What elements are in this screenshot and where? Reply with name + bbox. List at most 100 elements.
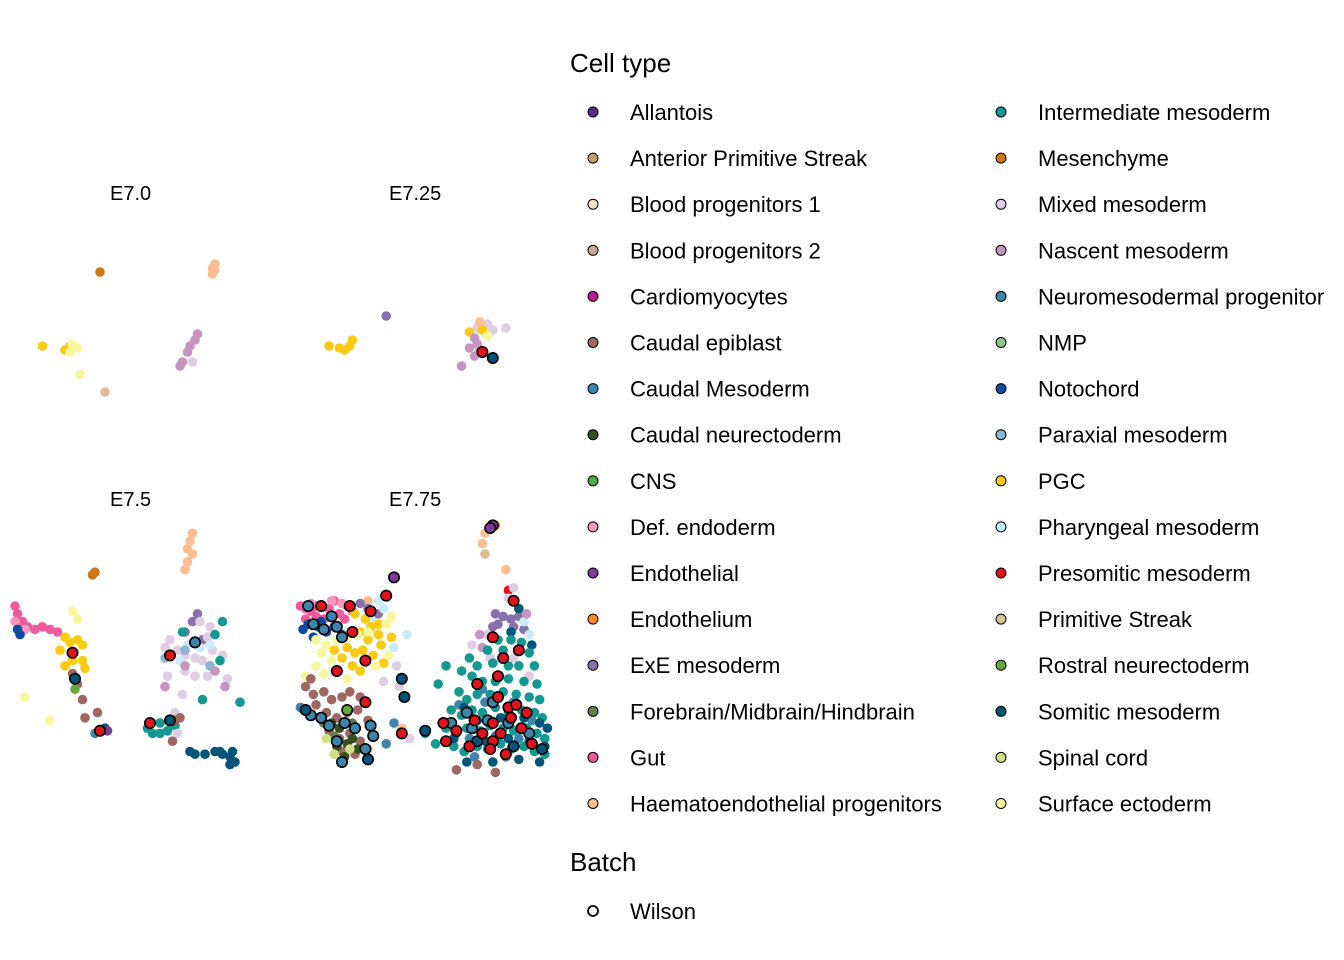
legend-label: Wilson bbox=[630, 899, 696, 924]
legend-label: Rostral neurectoderm bbox=[1038, 653, 1250, 678]
data-point-somitic-mesoderm bbox=[542, 723, 553, 733]
data-point-presomitic-mesoderm bbox=[486, 631, 499, 644]
data-point-surface-ectoderm bbox=[65, 347, 75, 357]
data-point-pgc bbox=[77, 655, 88, 666]
data-point-surface-ectoderm bbox=[45, 715, 55, 726]
legend-item-paraxial-mesoderm: Paraxial mesoderm bbox=[995, 423, 1228, 448]
data-point-somitic-mesoderm bbox=[395, 672, 408, 685]
data-point-neuromesodermal-progenitor bbox=[325, 610, 338, 623]
data-point-surface-ectoderm bbox=[363, 627, 373, 637]
legend-items-cell-type: Allantois Anterior Primitive Streak Blood … bbox=[587, 100, 1324, 817]
data-point-haematoendothelial-progenitors bbox=[182, 557, 193, 567]
legend-item-haematoendothelial-progenitors: Haematoendothelial progenitors bbox=[587, 792, 942, 817]
data-point-somitic-mesoderm bbox=[398, 690, 411, 703]
data-point-mesenchyme bbox=[95, 267, 105, 277]
data-point-gut bbox=[30, 624, 40, 635]
data-point-surface-ectoderm bbox=[72, 614, 83, 624]
data-point-exe-mesoderm bbox=[192, 609, 203, 619]
data-point-presomitic-mesoderm bbox=[484, 742, 497, 755]
data-point-haematoendothelial-progenitors bbox=[477, 538, 488, 549]
data-point-def-endoderm bbox=[10, 616, 20, 627]
data-point-haematoendothelial-progenitors bbox=[475, 317, 485, 327]
legend-key-mixed-mesoderm bbox=[995, 198, 1007, 210]
panel-e7-0: E7.0 bbox=[37, 183, 220, 397]
data-point-neuromesodermal-progenitor bbox=[302, 599, 315, 612]
legend-title-cell-type: Cell type bbox=[570, 48, 671, 78]
data-point-intermediate-mesoderm bbox=[235, 697, 245, 707]
data-point-presomitic-mesoderm bbox=[364, 605, 377, 618]
legend-key-haematoendothelial-progenitors bbox=[587, 798, 599, 809]
legend-key-primitive-streak bbox=[995, 613, 1007, 625]
panel-title: E7.5 bbox=[110, 489, 151, 511]
data-point-intermediate-mesoderm bbox=[506, 635, 516, 645]
legend-key-nascent-mesoderm bbox=[995, 244, 1007, 256]
legend-item-somitic-mesoderm: Somitic mesoderm bbox=[995, 699, 1220, 724]
legend-key-batch bbox=[587, 905, 599, 917]
data-point-intermediate-mesoderm bbox=[540, 733, 550, 744]
data-point-nascent-mesoderm bbox=[220, 681, 230, 692]
data-point-surface-ectoderm bbox=[321, 640, 332, 650]
data-point-presomitic-mesoderm bbox=[343, 599, 356, 612]
data-point-intermediate-mesoderm bbox=[477, 707, 488, 718]
legend-label: Blood progenitors 2 bbox=[630, 238, 821, 263]
legend-item-forebrain-midbrain-hindbrain: Forebrain/Midbrain/Hindbrain bbox=[587, 699, 915, 724]
data-point-pgc bbox=[347, 335, 358, 345]
legend-key-rostral-neurectoderm bbox=[995, 659, 1007, 671]
data-point-pgc bbox=[324, 341, 334, 351]
data-point-pgc bbox=[376, 640, 386, 650]
data-point-caudal-neurectoderm bbox=[347, 733, 358, 744]
panel-e7-75: E7.75 bbox=[295, 489, 553, 778]
data-point-pgc bbox=[378, 658, 389, 668]
legend-item-blood-progenitors-1: Blood progenitors 1 bbox=[587, 192, 821, 217]
data-point-mixed-mesoderm bbox=[404, 733, 415, 744]
data-point-mixed-mesoderm bbox=[187, 357, 198, 367]
data-point-gut bbox=[339, 614, 350, 624]
data-point-haematoendothelial-progenitors bbox=[185, 536, 195, 546]
data-point-rostral-neurectoderm bbox=[341, 703, 354, 716]
data-point-somitic-mesoderm bbox=[534, 757, 545, 767]
data-point-presomitic-mesoderm bbox=[94, 724, 107, 737]
legend-item-caudal-mesoderm: Caudal Mesoderm bbox=[587, 377, 810, 402]
legend-key-endothelial bbox=[587, 567, 599, 579]
data-point-presomitic-mesoderm bbox=[164, 649, 177, 662]
data-point-intermediate-mesoderm bbox=[467, 671, 477, 681]
legend-key-intermediate-mesoderm bbox=[995, 106, 1007, 118]
legend-label: Allantois bbox=[630, 100, 713, 125]
legend-item-primitive-streak: Primitive Streak bbox=[995, 607, 1193, 632]
data-point-caudal-epiblast bbox=[167, 736, 178, 746]
legend-item-pgc: PGC bbox=[995, 469, 1086, 494]
data-point-nascent-mesoderm bbox=[210, 666, 220, 676]
legend-item-neuromesodermal-progenitor: Neuromesodermal progenitor bbox=[995, 284, 1324, 309]
legend-item-intermediate-mesoderm: Intermediate mesoderm bbox=[995, 100, 1270, 125]
data-point-pgc bbox=[386, 632, 397, 642]
legend-key-allantois bbox=[587, 106, 599, 118]
data-point-somitic-mesoderm bbox=[488, 757, 498, 767]
panel-title: E7.0 bbox=[110, 183, 151, 205]
data-point-surface-ectoderm bbox=[386, 611, 397, 622]
data-point-pharyngeal-mesoderm bbox=[524, 629, 534, 640]
legend-label: Forebrain/Midbrain/Hindbrain bbox=[630, 699, 915, 724]
data-point-somitic-mesoderm bbox=[69, 672, 82, 685]
data-point-intermediate-mesoderm bbox=[503, 674, 514, 684]
data-point-presomitic-mesoderm bbox=[330, 664, 343, 677]
data-point-gut bbox=[52, 627, 63, 637]
legend-key-surface-ectoderm bbox=[995, 798, 1007, 809]
data-point-presomitic-mesoderm bbox=[144, 716, 157, 729]
legend-label: PGC bbox=[1038, 469, 1086, 494]
legend-key-def-endoderm bbox=[587, 521, 599, 533]
legend-key-presomitic-mesoderm bbox=[995, 567, 1007, 579]
data-point-haematoendothelial-progenitors bbox=[501, 564, 511, 575]
legend-label: Pharyngeal mesoderm bbox=[1038, 515, 1259, 540]
data-point-caudal-epiblast bbox=[490, 767, 501, 778]
data-point-nascent-mesoderm bbox=[464, 343, 475, 353]
legend-key-cardiomyocytes bbox=[587, 290, 599, 302]
data-point-caudal-epiblast bbox=[77, 694, 88, 705]
data-point-mixed-mesoderm bbox=[202, 632, 213, 642]
data-point-surface-ectoderm bbox=[20, 692, 30, 702]
legend-item-nmp: NMP bbox=[995, 331, 1087, 356]
data-point-pgc bbox=[373, 629, 384, 640]
data-point-endothelial bbox=[387, 571, 400, 584]
legend-label: Cardiomyocytes bbox=[630, 284, 788, 309]
data-point-presomitic-mesoderm bbox=[520, 706, 533, 719]
data-point-pgc bbox=[360, 614, 371, 624]
